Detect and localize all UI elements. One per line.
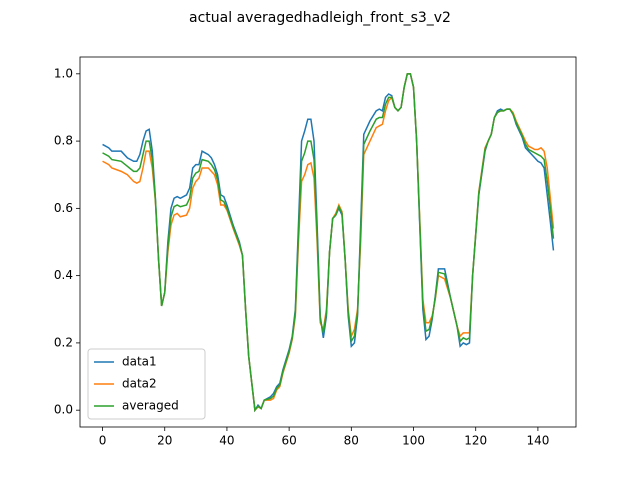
legend-label: averaged	[122, 399, 179, 413]
x-tick-label: 140	[526, 434, 549, 448]
x-tick-label: 100	[402, 434, 425, 448]
legend-label: data2	[122, 377, 157, 391]
data-line	[102, 73, 555, 413]
x-tick-label: 0	[99, 434, 107, 448]
x-tick-label: 40	[219, 434, 234, 448]
y-tick-label: 1.0	[54, 66, 73, 80]
x-tick-label: 20	[157, 434, 172, 448]
chart-title: actual averagedhadleigh_front_s3_v2	[189, 10, 451, 26]
y-tick-label: 0.2	[54, 335, 73, 349]
y-tick-label: 0.6	[54, 201, 73, 215]
legend-label: data1	[122, 355, 157, 369]
plot-frame	[79, 56, 577, 428]
x-tick-label: 80	[344, 434, 359, 448]
y-tick-label: 0.0	[54, 403, 73, 417]
legend-box	[87, 348, 206, 420]
y-tick-label: 0.8	[54, 134, 73, 148]
x-tick-label: 120	[464, 434, 487, 448]
y-tick-label: 0.4	[54, 268, 73, 282]
x-tick-label: 60	[281, 434, 296, 448]
